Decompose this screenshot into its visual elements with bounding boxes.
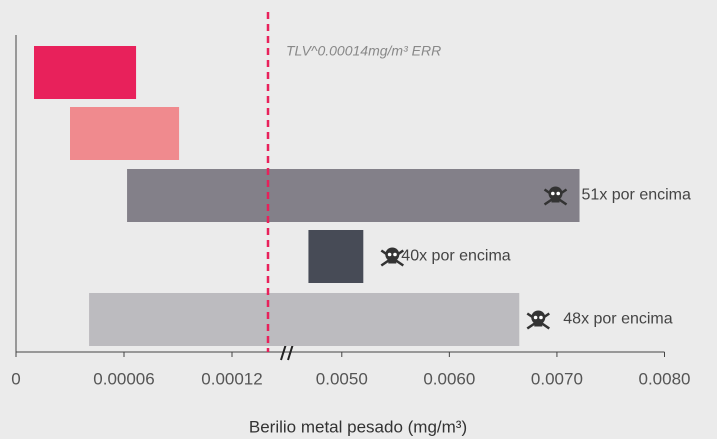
bar-annotation: 40x por encima xyxy=(401,248,510,265)
axis-break xyxy=(280,343,287,361)
skull xyxy=(531,310,546,325)
jaw xyxy=(551,198,560,203)
eye xyxy=(556,191,561,196)
x-tick-label: 0 xyxy=(11,369,20,388)
skull xyxy=(548,186,563,201)
skull-icon xyxy=(380,247,405,267)
x-axis-label: Berilio metal pesado (mg/m³) xyxy=(249,417,467,436)
x-tick-label: 0.0050 xyxy=(316,369,368,388)
x-tick-label: 0.0060 xyxy=(423,369,475,388)
eye xyxy=(539,315,543,320)
jaw xyxy=(534,322,543,327)
bar xyxy=(89,293,520,346)
bar xyxy=(70,107,180,160)
bar xyxy=(127,169,580,222)
x-tick-label: 0.0070 xyxy=(531,369,583,388)
bar-annotation: 48x por encima xyxy=(563,311,672,328)
jaw xyxy=(388,259,397,264)
x-tick-label: 0.00006 xyxy=(93,369,154,388)
eye xyxy=(393,252,397,257)
skull xyxy=(385,247,400,262)
axis-break xyxy=(287,343,294,361)
eye xyxy=(533,315,538,320)
eye xyxy=(387,252,392,257)
bar xyxy=(34,46,137,99)
bar-annotation: 51x por encima xyxy=(582,187,691,204)
x-tick-label: 0.0080 xyxy=(639,369,691,388)
x-tick-label: 0.00012 xyxy=(201,369,262,388)
eye xyxy=(551,191,555,196)
reference-label: TLV^0.00014mg/m³ ERR xyxy=(286,43,441,59)
skull-icon xyxy=(526,310,550,330)
skull-icon xyxy=(543,186,568,206)
bar xyxy=(308,230,364,283)
